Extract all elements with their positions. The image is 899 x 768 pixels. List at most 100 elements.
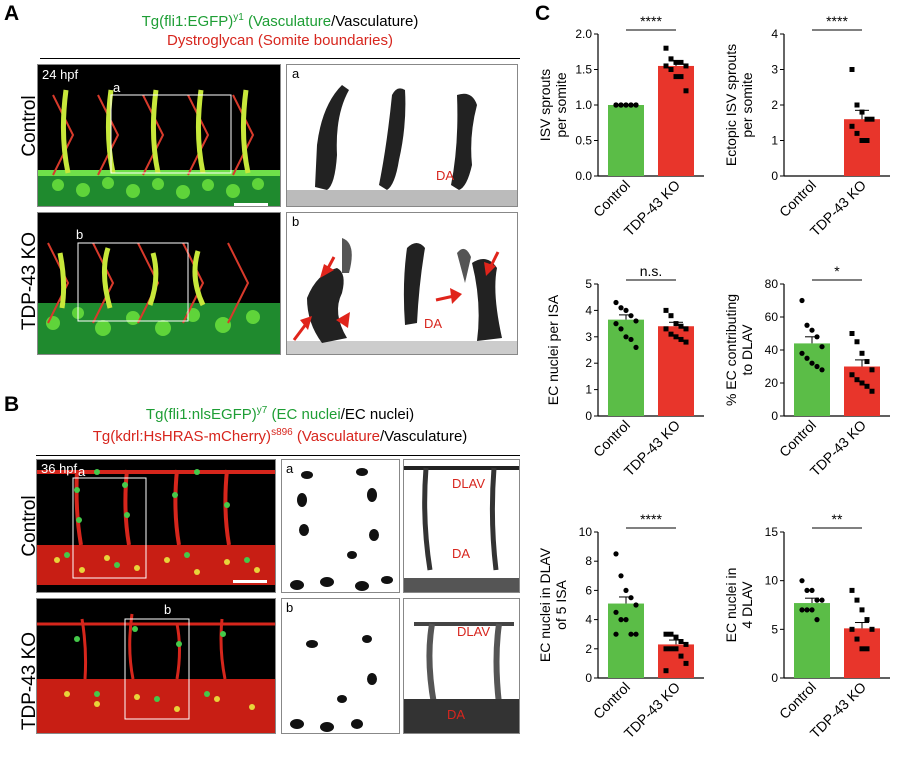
bar [844, 119, 880, 176]
data-point [613, 631, 619, 637]
data-point [799, 297, 805, 304]
data-point [613, 299, 619, 306]
y-tick-label: 0 [771, 169, 778, 183]
data-point [613, 102, 619, 108]
y-tick-label: 0.5 [575, 134, 592, 148]
data-point [613, 609, 619, 615]
panel-a-time-label: 24 hpf [42, 67, 79, 82]
data-point [804, 587, 810, 593]
panel-c-letter: C [535, 2, 551, 25]
data-point [618, 305, 624, 311]
panel-b-letter: B [4, 393, 20, 416]
data-point [628, 313, 634, 319]
data-point [633, 102, 639, 108]
data-point [683, 326, 689, 332]
data-point [673, 321, 679, 327]
data-point [854, 636, 860, 642]
data-point [668, 331, 674, 337]
data-point [618, 102, 624, 108]
data-point [864, 646, 870, 652]
y-axis-label: EC nuclei in DLAVof 5 ISA [540, 547, 569, 662]
data-point [799, 607, 805, 613]
y-axis-label-line: of 5 ISA [553, 579, 569, 629]
data-point [663, 631, 669, 637]
y-tick-label: 5 [771, 622, 778, 636]
data-point [618, 326, 624, 332]
panel-a-da-label-b: DA [424, 316, 443, 331]
data-point [864, 138, 870, 143]
bar [608, 319, 644, 416]
data-point [673, 59, 679, 65]
data-point [678, 336, 684, 342]
data-point [673, 74, 679, 80]
chart-isv-sprouts: ISV sproutsper somite 0.0 0.5 1.0 1.5 2.0 Cont… [537, 10, 720, 260]
data-point [859, 109, 865, 115]
data-point [683, 641, 689, 647]
y-axis-label-line: % EC contributing [723, 294, 739, 406]
y-tick-label: 2 [585, 356, 592, 370]
y-axis-label-line: per somite [553, 72, 569, 138]
data-point [869, 116, 875, 122]
panel-b-header-line1: Tg(fli1:nlsEGFP)y7 (EC nuclei/EC nuclei) [40, 405, 520, 423]
category-label: Control [590, 679, 633, 722]
data-point [663, 307, 669, 313]
y-tick-label: 4 [585, 303, 592, 317]
panel-a-control-image [37, 64, 281, 207]
data-point [819, 367, 825, 373]
data-point [683, 88, 689, 94]
panel-a-inset-b-label: b [292, 214, 300, 229]
panel-b-header-line2: Tg(kdrl:HsHRAS-mCherry)s896 (Vasculature… [40, 427, 520, 445]
data-point [613, 321, 619, 327]
chart-ectopic-sprouts: Ectopic ISV sproutsper somite 0 1 2 3 4 Contro… [720, 10, 899, 260]
data-point [663, 668, 669, 674]
data-point [854, 339, 860, 345]
data-point [859, 350, 865, 356]
data-point [668, 646, 674, 652]
y-axis-label: EC nuclei in4 DLAV [723, 568, 755, 643]
category-label: Control [776, 679, 819, 722]
data-point [673, 646, 679, 652]
y-tick-label: 0 [585, 671, 592, 685]
arrowhead-icon [336, 312, 350, 328]
data-point [623, 307, 629, 313]
panel-a-rule [40, 58, 520, 59]
y-axis-label-line: 4 DLAV [739, 581, 755, 629]
y-axis-label: Ectopic ISV sproutsper somite [723, 44, 755, 166]
data-point [814, 597, 820, 603]
chart-ec-dlav-percent: % EC contributingto DLAV 0 20 40 60 80 Control… [720, 258, 899, 508]
data-point [633, 631, 639, 637]
y-tick-label: 2.0 [575, 27, 592, 41]
data-point [628, 102, 634, 108]
data-point [849, 626, 855, 632]
category-label: Control [776, 177, 819, 220]
header-text: (EC nuclei [267, 406, 341, 423]
data-point [663, 646, 669, 652]
data-point [799, 578, 805, 584]
arrow-icon [292, 323, 308, 341]
data-point [683, 339, 689, 345]
data-point [683, 63, 689, 69]
data-point [849, 67, 855, 72]
y-tick-label: 0.0 [575, 169, 592, 183]
data-point [668, 313, 674, 319]
y-tick-label: 2 [585, 642, 592, 656]
y-tick-label: 8 [585, 554, 592, 568]
data-point [854, 102, 860, 108]
header-sup: y1 [233, 12, 244, 23]
data-point [804, 607, 810, 613]
panel-b-rule [36, 455, 520, 456]
y-tick-label: 1.0 [575, 98, 592, 112]
panel-a-inset-a-label: a [292, 66, 300, 81]
bar [658, 326, 694, 416]
y-axis-label: ISV sproutsper somite [540, 69, 569, 141]
data-point [618, 573, 624, 579]
data-point [673, 334, 679, 340]
y-tick-label: 4 [585, 613, 592, 627]
data-point [849, 372, 855, 378]
data-point [633, 602, 639, 608]
header-sup: s896 [271, 427, 293, 438]
y-tick-label: 3 [585, 330, 592, 344]
data-point [864, 359, 870, 365]
panel-a-inset-b-marker: b [76, 227, 84, 242]
panel-b-dlav-label-a: DLAV [452, 476, 485, 491]
